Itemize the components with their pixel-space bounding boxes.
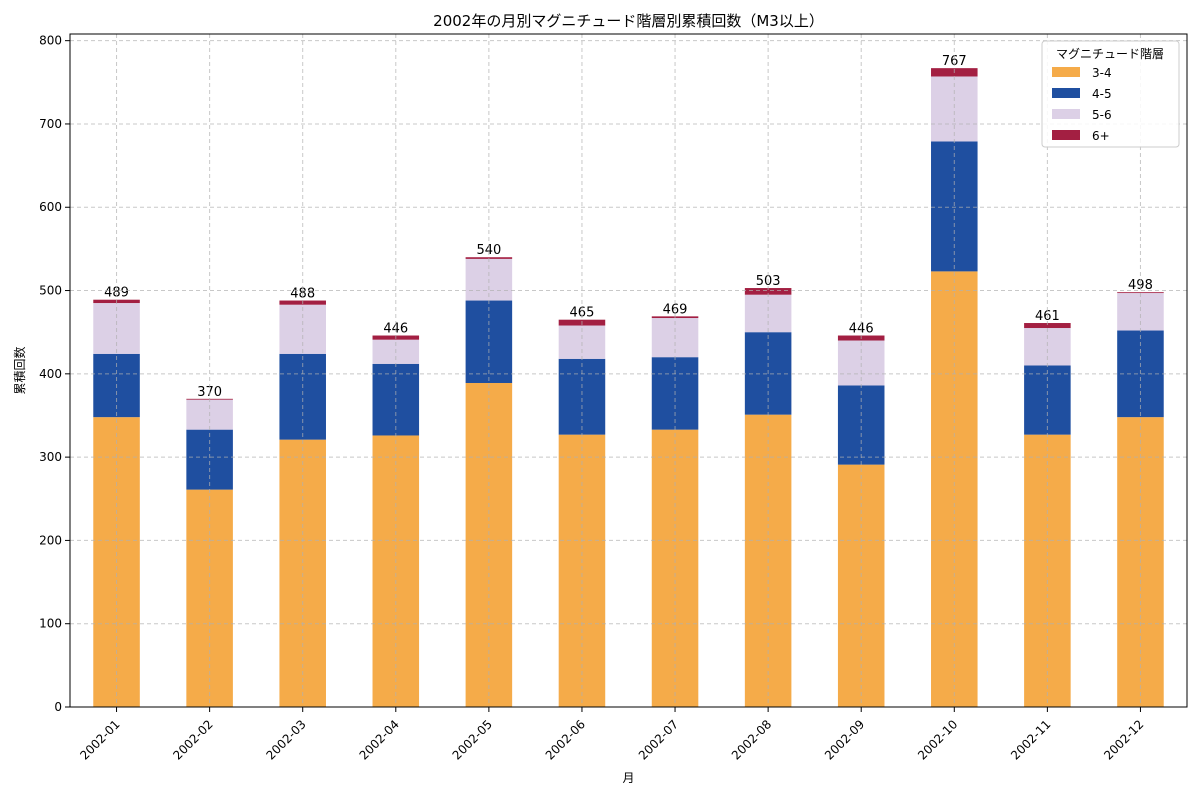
legend-swatch-6+ (1052, 130, 1080, 140)
bar-segment-6+ (1117, 292, 1164, 294)
total-label: 540 (476, 243, 501, 258)
legend-label: 5-6 (1092, 108, 1112, 122)
x-tick-label: 2002-04 (357, 717, 402, 762)
y-axis-label: 累積回数 (12, 346, 27, 394)
bar-segment-4-5 (186, 429, 233, 490)
x-tick-label: 2002-08 (729, 717, 774, 762)
x-tick-label: 2002-07 (636, 717, 681, 762)
total-label: 465 (570, 306, 595, 321)
bar-segment-3-4 (1024, 434, 1071, 707)
legend-label: 3-4 (1092, 66, 1112, 80)
x-tick-label: 2002-05 (450, 717, 495, 762)
bar-segment-5-6 (931, 76, 978, 142)
y-tick-label: 200 (39, 533, 62, 547)
y-tick-label: 0 (54, 700, 62, 714)
total-label: 767 (942, 54, 967, 69)
x-tick-label: 2002-12 (1101, 717, 1146, 762)
bar-segment-4-5 (279, 353, 326, 440)
legend-label: 4-5 (1092, 87, 1112, 101)
y-tick-label: 600 (39, 200, 62, 214)
x-tick-label: 2002-02 (170, 717, 215, 762)
legend-swatch-3-4 (1052, 67, 1080, 77)
y-tick-label: 100 (39, 617, 62, 631)
x-tick-label: 2002-10 (915, 717, 960, 762)
bar-segment-6+ (744, 288, 792, 295)
x-axis-label: 月 (622, 771, 634, 785)
bar-segment-3-4 (558, 434, 606, 707)
y-tick-label: 700 (39, 117, 62, 131)
total-label: 498 (1128, 278, 1153, 293)
x-tick-label: 2002-11 (1008, 717, 1053, 762)
x-tick-label: 2002-03 (263, 717, 308, 762)
x-tick-label: 2002-06 (543, 717, 588, 762)
y-tick-label: 400 (39, 367, 62, 381)
bar-segment-3-4 (372, 435, 420, 707)
chart-title: 2002年の月別マグニチュード階層別累積回数（M3以上） (433, 12, 824, 30)
x-tick-label: 2002-01 (77, 717, 122, 762)
legend-title: マグニチュード階層 (1056, 46, 1164, 61)
bar-segment-6+ (1024, 323, 1071, 329)
y-tick-label: 800 (39, 34, 62, 48)
bar-segment-4-5 (837, 385, 885, 465)
plot-frame (69, 33, 1188, 708)
bar-segment-3-4 (837, 464, 885, 707)
legend-swatch-5-6 (1052, 109, 1080, 119)
x-tick-label: 2002-09 (822, 717, 867, 762)
y-tick-label: 500 (39, 284, 62, 298)
legend-swatch-4-5 (1052, 88, 1080, 98)
y-tick-label: 300 (39, 450, 62, 464)
legend-label: 6+ (1092, 129, 1110, 143)
